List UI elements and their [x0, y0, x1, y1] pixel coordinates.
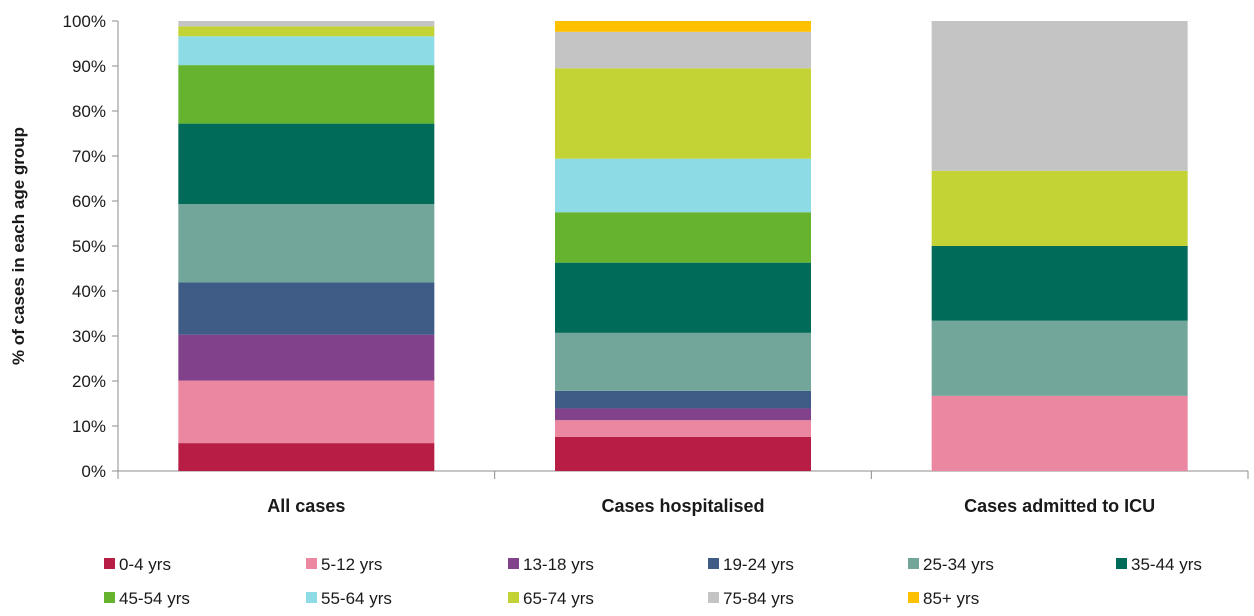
legend-swatch	[708, 558, 719, 569]
bar-segment	[555, 21, 811, 32]
y-tick-label: 90%	[72, 57, 106, 76]
legend-label: 85+ yrs	[923, 589, 979, 608]
bar-segment	[555, 262, 811, 333]
y-tick-label: 80%	[72, 102, 106, 121]
bar-segment	[178, 21, 435, 27]
bar-stack-1	[555, 21, 811, 471]
x-category-label: All cases	[267, 496, 345, 516]
bar-segment	[555, 212, 811, 263]
legend-swatch	[508, 592, 519, 603]
y-tick-label: 50%	[72, 237, 106, 256]
bar-segment	[178, 282, 435, 335]
legend-item: 55-64 yrs	[306, 589, 392, 608]
bar-segment	[931, 395, 1188, 471]
bar-segment	[178, 123, 435, 205]
y-tick-label: 60%	[72, 192, 106, 211]
bar-segment	[178, 26, 435, 37]
legend-label: 19-24 yrs	[723, 555, 794, 574]
legend-label: 0-4 yrs	[119, 555, 171, 574]
legend-swatch	[104, 592, 115, 603]
legend-swatch	[908, 558, 919, 569]
bar-segment	[178, 65, 435, 124]
legend-item: 5-12 yrs	[306, 555, 382, 574]
legend-label: 75-84 yrs	[723, 589, 794, 608]
legend-swatch	[306, 558, 317, 569]
legend-label: 35-44 yrs	[1131, 555, 1202, 574]
legend-item: 35-44 yrs	[1116, 555, 1202, 574]
bar-segment	[931, 320, 1188, 396]
legend-swatch	[306, 592, 317, 603]
legend-label: 45-54 yrs	[119, 589, 190, 608]
bar-segment	[178, 334, 435, 381]
bar-stack-2	[931, 21, 1188, 471]
legend-label: 55-64 yrs	[321, 589, 392, 608]
bar-segment	[178, 36, 435, 66]
legend: 0-4 yrs 5-12 yrs 13-18 yrs 19-24 yrs 25-34 y…	[104, 555, 1202, 608]
legend-label: 13-18 yrs	[523, 555, 594, 574]
legend-swatch	[1116, 558, 1127, 569]
y-tick-label: 70%	[72, 147, 106, 166]
legend-label: 25-34 yrs	[923, 555, 994, 574]
bar-segment	[931, 21, 1188, 171]
bar-segment	[931, 170, 1188, 246]
bars	[178, 21, 1188, 471]
tick-labels: 0% 10% 20% 30% 40% 50% 60% 70% 80% 90% 100% All cas…	[63, 12, 1156, 516]
y-tick-label: 0%	[81, 462, 106, 481]
y-tick-label: 30%	[72, 327, 106, 346]
bar-segment	[178, 443, 435, 471]
x-category-label: Cases hospitalised	[601, 496, 764, 516]
legend-item: 45-54 yrs	[104, 589, 190, 608]
bar-segment	[555, 332, 811, 391]
y-tick-label: 100%	[63, 12, 106, 31]
bar-segment	[555, 68, 811, 159]
legend-item: 65-74 yrs	[508, 589, 594, 608]
legend-swatch	[708, 592, 719, 603]
legend-label: 5-12 yrs	[321, 555, 382, 574]
bar-segment	[555, 158, 811, 213]
y-tick-label: 40%	[72, 282, 106, 301]
y-tick-label: 10%	[72, 417, 106, 436]
bar-segment	[555, 420, 811, 437]
bar-segment	[555, 390, 811, 409]
legend-label: 65-74 yrs	[523, 589, 594, 608]
legend-item: 0-4 yrs	[104, 555, 171, 574]
legend-swatch	[908, 592, 919, 603]
legend-item: 75-84 yrs	[708, 589, 794, 608]
bar-segment	[555, 31, 811, 69]
legend-item: 13-18 yrs	[508, 555, 594, 574]
y-axis-title: % of cases in each age group	[9, 127, 28, 365]
legend-item: 19-24 yrs	[708, 555, 794, 574]
bar-segment	[555, 408, 811, 421]
legend-swatch	[508, 558, 519, 569]
bar-segment	[178, 204, 435, 283]
legend-item: 25-34 yrs	[908, 555, 994, 574]
legend-item: 85+ yrs	[908, 589, 979, 608]
bar-segment	[931, 246, 1188, 321]
y-tick-label: 20%	[72, 372, 106, 391]
x-category-label: Cases admitted to ICU	[964, 496, 1155, 516]
bar-stack-0	[178, 21, 435, 471]
bar-segment	[178, 380, 435, 444]
bar-segment	[555, 436, 811, 471]
y-axis-title-group: % of cases in each age group	[9, 127, 28, 365]
legend-swatch	[104, 558, 115, 569]
